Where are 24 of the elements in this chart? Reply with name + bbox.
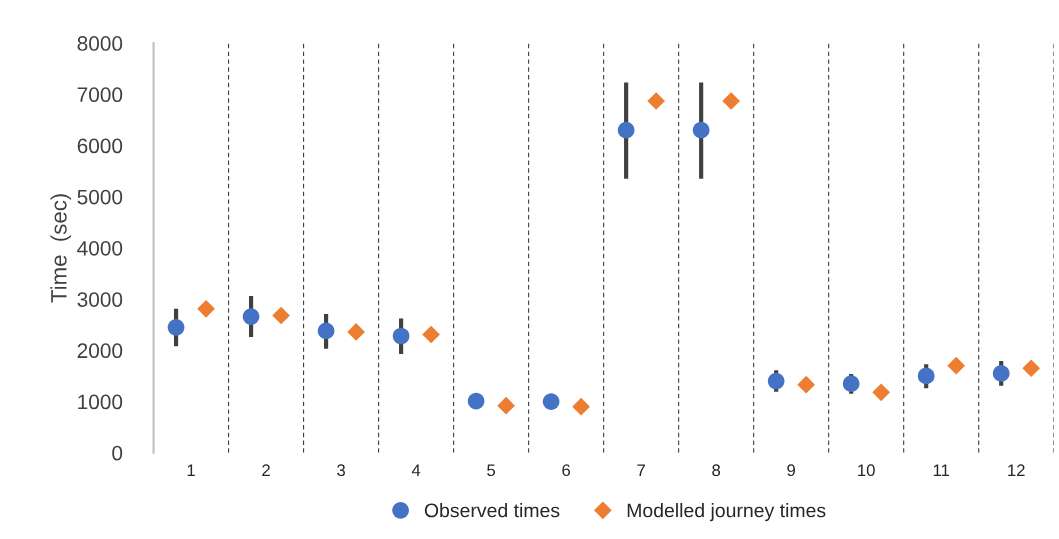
x-tick-label: 11	[933, 464, 950, 476]
y-tick-label: 0	[112, 445, 123, 461]
y-tick-label: 8000	[77, 36, 123, 51]
y-axis-title: Time (sec)	[50, 194, 72, 303]
x-tick-label: 9	[787, 464, 796, 477]
x-tick-label: 12	[1008, 464, 1025, 476]
y-tick-label: 5000	[77, 189, 123, 205]
y-tick-label: 3000	[77, 292, 123, 307]
x-tick-label: 10	[858, 464, 875, 477]
x-tick-label: 6	[562, 464, 571, 477]
y-tick-label: 4000	[77, 240, 123, 256]
x-tick-label: 5	[487, 464, 496, 477]
x-tick-label: 8	[712, 464, 721, 477]
y-tick-label: 1000	[78, 394, 123, 410]
legend-label: Observed times	[424, 503, 560, 518]
x-tick-label: 1	[187, 464, 195, 476]
y-tick-label: 7000	[77, 87, 123, 103]
x-tick-label: 2	[262, 464, 270, 476]
y-tick-label: 2000	[77, 343, 123, 359]
legend-label: Modelled journey times	[627, 503, 826, 522]
x-tick-label: 3	[337, 464, 345, 477]
x-tick-label: 4	[411, 464, 421, 476]
x-tick-label: 7	[637, 464, 645, 476]
y-tick-label: 6000	[77, 138, 123, 154]
